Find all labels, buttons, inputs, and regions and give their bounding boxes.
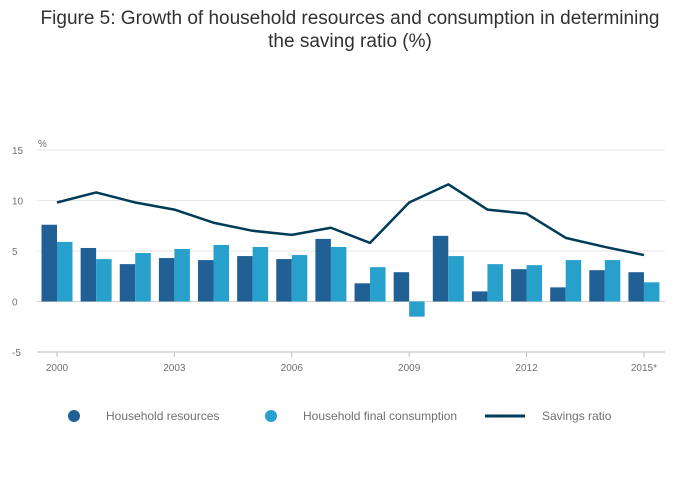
y-tick-label: 10 <box>12 197 24 208</box>
x-tick-label: 2009 <box>398 363 421 374</box>
y-tick-label: -5 <box>12 348 21 359</box>
y-axis-label: % <box>38 139 47 150</box>
legend-label: Household final consumption <box>303 409 457 423</box>
x-tick-label: 2003 <box>163 363 186 374</box>
bar-household-final-consumption <box>252 246 269 302</box>
bar-household-final-consumption <box>330 246 347 302</box>
bar-household-final-consumption <box>96 259 112 302</box>
bar-household-final-consumption <box>370 267 386 302</box>
bar-household-resources <box>158 258 175 302</box>
bar-household-final-consumption <box>213 244 230 302</box>
legend-marker-dot <box>68 410 80 422</box>
x-axis: 2000 2003 2006 2009 2012 2015* <box>37 351 665 374</box>
bar-household-resources <box>432 235 449 302</box>
bars <box>41 224 660 317</box>
y-axis: -5 0 5 10 15 <box>12 146 24 359</box>
bar-household-resources <box>550 287 566 302</box>
bar-household-final-consumption <box>409 301 425 317</box>
bar-household-resources <box>119 264 136 302</box>
x-tick-label: 2006 <box>281 363 304 374</box>
bar-household-final-consumption <box>565 260 582 302</box>
chart-title-line2: the saving ratio (%) <box>268 31 432 52</box>
y-tick-label: 0 <box>12 298 18 309</box>
bar-household-final-consumption <box>487 264 503 302</box>
bar-household-final-consumption <box>643 282 660 302</box>
legend-label: Household resources <box>106 409 219 423</box>
x-tick-label: 2015* <box>631 363 657 374</box>
legend-item: Savings ratio <box>485 409 612 423</box>
legend-label: Savings ratio <box>542 409 612 423</box>
y-tick-label: 5 <box>12 247 18 258</box>
x-tick-label: 2000 <box>46 363 69 374</box>
legend: Household resources Household final consu… <box>68 409 612 423</box>
bar-household-resources <box>80 247 97 302</box>
bar-household-resources <box>276 259 292 302</box>
y-tick-label: 15 <box>12 146 24 157</box>
bar-household-resources <box>589 270 605 302</box>
legend-marker-dot <box>265 410 277 422</box>
chart-title-line1: Figure 5: Growth of household resources … <box>40 8 660 29</box>
bar-household-resources <box>393 272 410 302</box>
bar-household-resources <box>354 283 371 302</box>
bar-household-final-consumption <box>526 265 543 302</box>
chart-title: Figure 5: Growth of household resources … <box>0 7 700 53</box>
bar-household-final-consumption <box>604 260 621 302</box>
gridlines <box>37 149 665 353</box>
bar-household-resources <box>315 238 331 302</box>
bar-household-resources <box>511 269 527 302</box>
bar-household-resources <box>198 260 214 302</box>
bar-household-resources <box>628 272 644 302</box>
bar-household-final-consumption <box>57 241 73 302</box>
bar-household-resources <box>237 256 253 302</box>
bar-household-final-consumption <box>291 255 308 302</box>
bar-household-final-consumption <box>135 253 151 302</box>
bar-household-final-consumption <box>448 256 464 302</box>
legend-item: Household final consumption <box>265 409 457 423</box>
legend-item: Household resources <box>68 409 219 423</box>
bar-household-resources <box>41 224 57 302</box>
bar-household-final-consumption <box>174 248 190 302</box>
x-tick-label: 2012 <box>515 363 538 374</box>
savings-line <box>56 183 645 257</box>
bar-household-resources <box>471 291 488 302</box>
line-savings-ratio <box>56 183 645 257</box>
